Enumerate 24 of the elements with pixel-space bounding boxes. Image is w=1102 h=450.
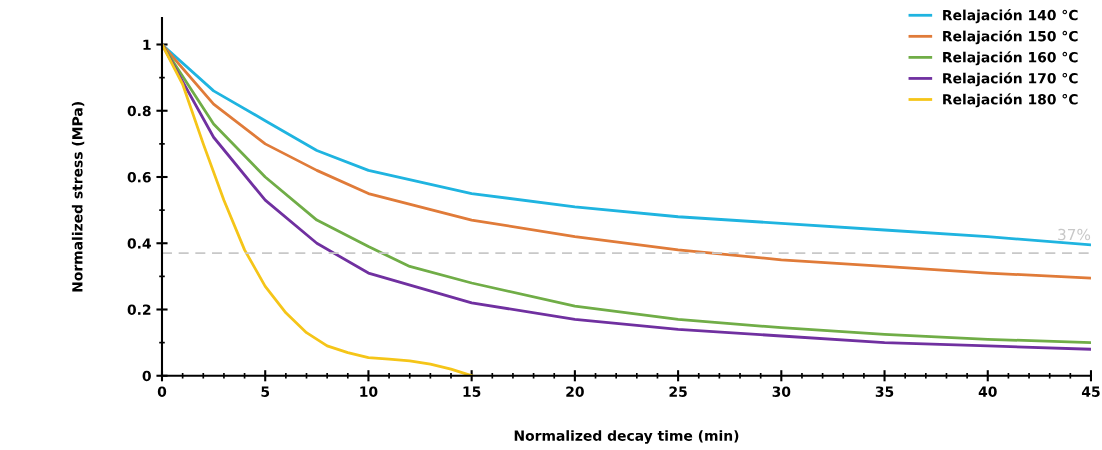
x-tick-label: 5 (261, 386, 270, 397)
y-tick-label: 1 (143, 39, 151, 50)
legend-label: Relajación 150 °C (943, 30, 1078, 45)
legend-label: Relajación 170 °C (943, 72, 1078, 87)
y-tick-label: 0.2 (127, 304, 151, 315)
legend-label: Relajación 180 °C (943, 93, 1078, 108)
legend-label: Relajación 140 °C (943, 9, 1078, 24)
x-tick-label: 15 (463, 386, 481, 397)
y-tick-label: 0.8 (127, 105, 151, 117)
x-tick-label: 10 (360, 386, 378, 397)
x-tick-label: 45 (1081, 386, 1100, 397)
y-axis-title: Normalized stress (MPa) (71, 102, 85, 292)
line-series (161, 43, 474, 376)
y-tick-label: 0.4 (127, 238, 151, 249)
legend-label: Relajación 160 °C (943, 51, 1078, 66)
y-tick-label: 0 (142, 370, 151, 382)
x-axis-title: Normalized decay time (min) (514, 430, 739, 444)
x-tick-label: 25 (669, 386, 687, 397)
x-tick-label: 20 (566, 386, 584, 397)
x-tick-label: 0 (157, 386, 167, 397)
x-tick-label: 30 (772, 386, 791, 397)
x-tick-label: 40 (978, 386, 997, 397)
y-tick-label: 0.6 (127, 171, 151, 183)
x-tick-label: 35 (875, 386, 894, 397)
